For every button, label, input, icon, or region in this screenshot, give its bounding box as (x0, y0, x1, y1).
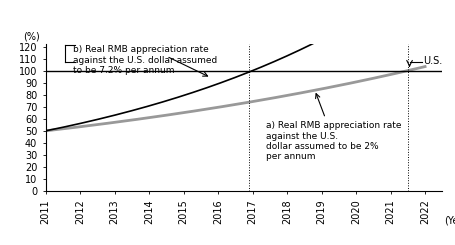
Text: U.S.: U.S. (422, 56, 442, 66)
Text: (%): (%) (23, 32, 40, 42)
Text: a) Real RMB appreciation rate
against the U.S.
dollar assumed to be 2%
per annum: a) Real RMB appreciation rate against th… (266, 94, 401, 161)
Text: b) Real RMB appreciation rate
against the U.S. dollar assumed
to be 7.2% per ann: b) Real RMB appreciation rate against th… (73, 45, 217, 75)
Text: (Year): (Year) (443, 215, 455, 225)
